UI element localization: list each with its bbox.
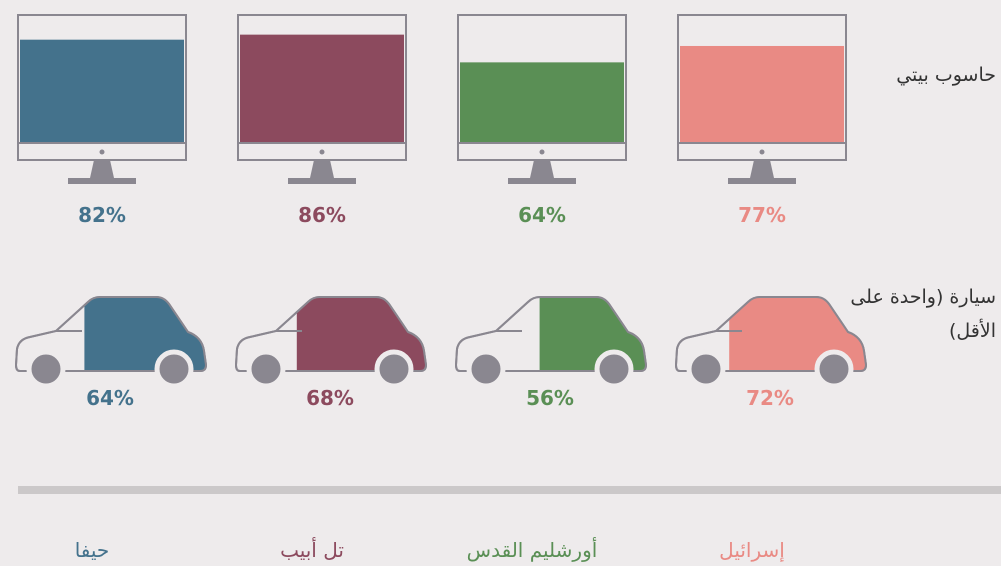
car-body-outline — [234, 296, 428, 372]
car-wheel — [246, 349, 286, 389]
separator — [18, 486, 1001, 494]
car-wheel — [26, 349, 66, 389]
category-label: حاسوب بيتي — [896, 64, 996, 86]
category-label: سيارة (واحدة على الأقل) — [850, 286, 996, 342]
car-body-outline — [14, 296, 208, 372]
monitor-fill — [240, 34, 404, 143]
value-label: 82% — [78, 203, 126, 227]
value-label: 72% — [746, 386, 794, 410]
car-wheel — [594, 349, 634, 389]
monitor-fill — [680, 45, 844, 144]
monitor-dot — [319, 149, 325, 155]
value-label: 68% — [306, 386, 354, 410]
car-wheel — [814, 349, 854, 389]
monitor-neck — [530, 160, 554, 178]
monitor-dot — [99, 149, 105, 155]
monitor-fill — [20, 39, 184, 143]
monitor-neck — [310, 160, 334, 178]
monitor-base — [68, 178, 136, 184]
monitor-dot — [759, 149, 765, 155]
car-body-outline — [674, 296, 868, 372]
monitor-neck — [750, 160, 774, 178]
car-wheel — [374, 349, 414, 389]
monitor-dot — [539, 149, 545, 155]
value-label: 56% — [526, 386, 574, 410]
value-label: 64% — [518, 203, 566, 227]
monitor-base — [288, 178, 356, 184]
car-wheel — [466, 349, 506, 389]
legend-label: أورشليم القدس — [467, 537, 598, 562]
legend-label: تل أبيب — [280, 537, 344, 562]
value-label: 77% — [738, 203, 786, 227]
car-wheel — [686, 349, 726, 389]
car-body-outline — [454, 296, 648, 372]
monitor-fill — [460, 62, 624, 143]
legend-label: حيفا — [75, 538, 110, 562]
monitor-base — [728, 178, 796, 184]
monitor-base — [508, 178, 576, 184]
monitor-neck — [90, 160, 114, 178]
legend-label: إسرائيل — [719, 538, 785, 563]
value-label: 86% — [298, 203, 346, 227]
car-wheel — [154, 349, 194, 389]
value-label: 64% — [86, 386, 134, 410]
